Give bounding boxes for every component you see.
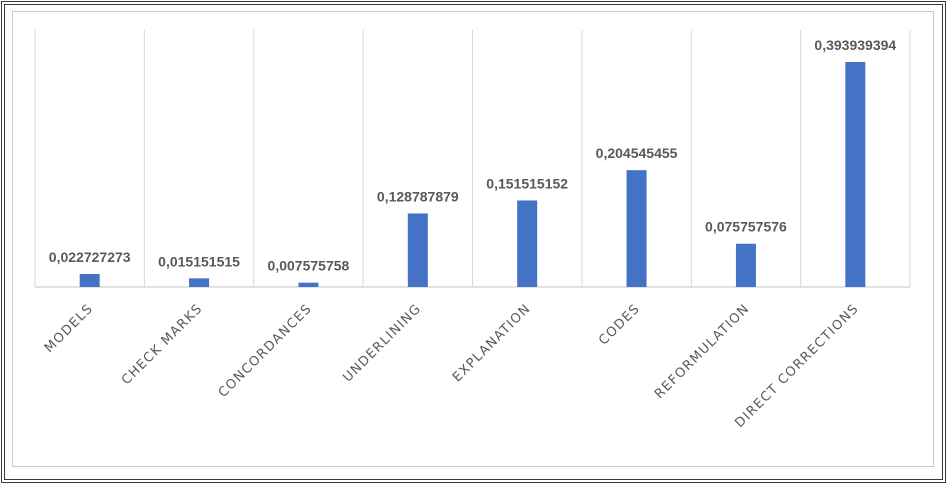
category-label: REFORMULATION: [652, 301, 753, 402]
category-label: MODELS: [42, 301, 97, 356]
category-label: CONCORDANCES: [216, 301, 316, 401]
bar-direct-corrections: [845, 62, 866, 288]
category-gridlines: [34, 30, 911, 287]
bars-group: [79, 62, 866, 288]
chart-area-border: [12, 11, 934, 467]
category-label: CODES: [596, 301, 643, 348]
bar-codes: [626, 170, 647, 287]
bar-reformulation: [735, 243, 756, 287]
data-label: 0,151515152: [486, 175, 568, 191]
bar-underlining: [407, 213, 428, 287]
bar-explanation: [517, 200, 538, 287]
inner-frame: [4, 4, 943, 480]
category-label: CHECK MARKS: [119, 301, 206, 388]
data-label: 0,022727273: [49, 249, 131, 265]
bar-models: [79, 274, 100, 287]
data-label: 0,075757576: [705, 219, 787, 235]
data-label: 0,204545455: [596, 145, 678, 161]
data-label: 0,128787879: [377, 188, 459, 204]
bar-concordances: [298, 282, 319, 287]
data-label: 0,007575758: [268, 258, 350, 274]
bar-check-marks: [189, 278, 210, 287]
category-label: DIRECT CORRECTIONS: [732, 301, 862, 431]
category-label: UNDERLINING: [340, 301, 424, 385]
category-labels-group: MODELS CHECK MARKS CONCORDANCES UNDERLINING…: [42, 301, 862, 431]
data-label: 0,015151515: [158, 253, 240, 269]
category-label: EXPLANATION: [450, 301, 534, 385]
data-label: 0,393939394: [814, 37, 896, 53]
data-labels-group: 0,022727273 0,015151515 0,007575758 0,12878…: [49, 37, 897, 274]
